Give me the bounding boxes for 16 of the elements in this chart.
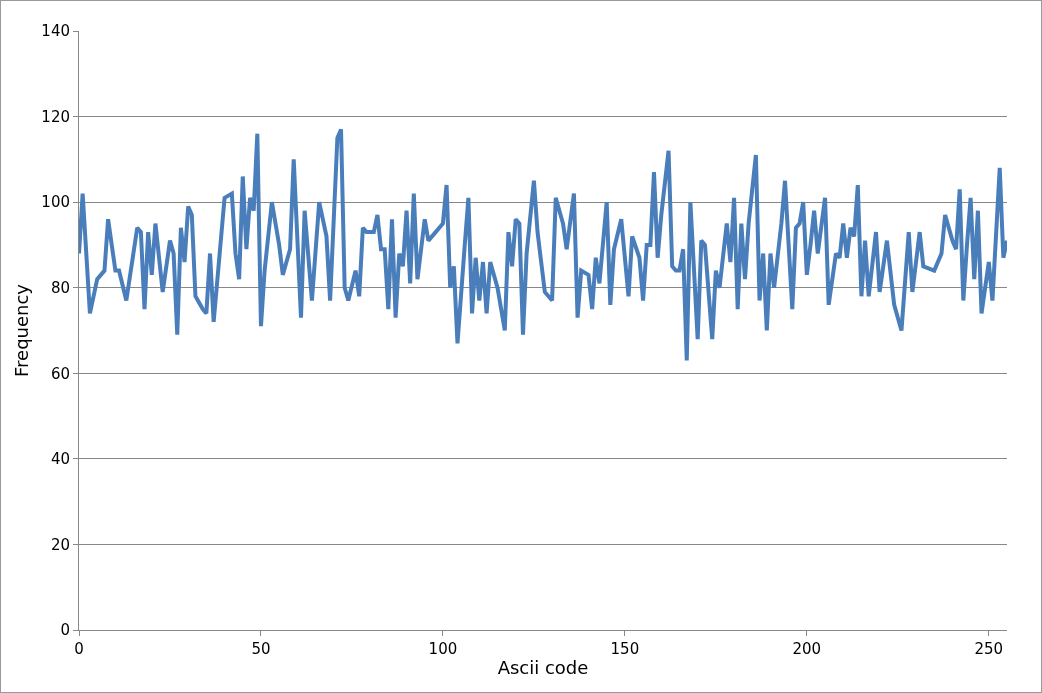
x-tick-label: 200	[792, 640, 822, 658]
x-tick-label: 50	[251, 640, 271, 658]
y-axis-title: Frequency	[10, 283, 32, 377]
y-tick-label: 40	[50, 450, 70, 469]
x-tick-label: 0	[74, 640, 84, 658]
y-tick-label: 100	[41, 193, 70, 212]
y-tick-label: 120	[41, 107, 70, 126]
x-tick-label: 150	[610, 640, 640, 658]
y-tick-label: 140	[41, 22, 70, 41]
y-tick-label: 0	[60, 621, 70, 640]
y-tick-label: 60	[50, 364, 70, 383]
x-axis-title: Ascii code	[497, 657, 589, 679]
y-tick-label: 20	[50, 535, 70, 554]
y-tick-label: 80	[50, 278, 70, 297]
x-tick-label: 250	[974, 640, 1004, 658]
x-tick-label: 100	[428, 640, 458, 658]
